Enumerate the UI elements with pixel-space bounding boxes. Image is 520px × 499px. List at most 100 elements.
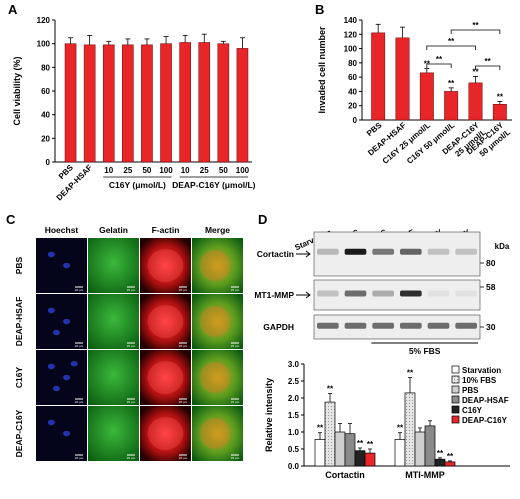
e-bar: [364, 452, 376, 467]
c-nucleus: [63, 262, 71, 269]
c-nucleus: [52, 385, 60, 392]
e-bar: [434, 458, 446, 467]
b-comparison-bracket: [426, 45, 476, 50]
a-bar: [64, 43, 77, 163]
c-scale-text: 20 μm: [127, 400, 136, 404]
c-micrograph: [36, 294, 87, 349]
a-bar: [102, 44, 115, 163]
d-band: [372, 322, 394, 329]
d-band-label: GAPDH: [263, 322, 294, 332]
a-y-axis-title: Cell viability (%): [12, 56, 22, 125]
b-y-tick-label: 40: [348, 87, 357, 96]
c-merge-cluster: [199, 362, 231, 393]
d-band-label: Cortactin: [257, 249, 294, 259]
a-x-tick-label: 10: [181, 166, 190, 175]
d-blot-strip: [313, 279, 481, 311]
c-nucleus: [63, 318, 71, 325]
e-y-tick-label: 0.0: [288, 462, 300, 471]
d-blot-strip: [313, 314, 481, 340]
b-significance: **: [497, 92, 504, 101]
e-bar: [334, 431, 346, 467]
d-fbs-label: 5% FBS: [409, 346, 441, 356]
b-comparison-bracket: [475, 65, 501, 70]
c-column-header: F-actin: [152, 225, 180, 235]
a-bar: [160, 43, 172, 163]
d-band-arrow-icon: [296, 250, 311, 258]
e-y-tick-label: 3.0: [288, 360, 300, 369]
e-bar: [354, 450, 366, 467]
c-actin-cluster: [147, 305, 184, 338]
e-y-tick-label: 0.5: [288, 445, 300, 454]
b-y-tick-label: 20: [348, 102, 357, 111]
a-y-tick-label: 60: [41, 87, 50, 96]
a-y-tick-label: 40: [41, 111, 50, 120]
a-y-tick-label: 120: [37, 16, 51, 25]
c-micrograph: [140, 238, 191, 293]
a-x-tick-label: 10: [104, 166, 113, 175]
e-x-tick-label: Cortactin: [325, 470, 365, 480]
e-legend-swatch: [451, 365, 460, 374]
d-mw-label: 80: [486, 258, 496, 268]
b-significance: **: [448, 79, 455, 88]
c-nucleus: [63, 430, 71, 437]
e-bar: [404, 392, 416, 467]
c-merge-cluster: [199, 418, 231, 449]
c-scale-text: 20 μm: [75, 400, 84, 404]
d-band: [400, 248, 422, 255]
e-bar: [394, 439, 406, 467]
c-column-header: Merge: [205, 225, 230, 235]
panel-c-letter: C: [6, 212, 16, 227]
c-micrograph: [88, 294, 139, 349]
a-x-tick-label: 25: [123, 166, 132, 175]
e-significance: **: [317, 424, 324, 433]
d-band: [344, 322, 367, 329]
e-legend-swatch: [451, 415, 460, 424]
e-legend-swatch: [451, 375, 460, 384]
b-comparison-stars: **: [485, 57, 492, 66]
e-legend-label: 10% FBS: [462, 376, 497, 385]
e-legend-label: DEAP-C16Y: [462, 416, 508, 425]
c-scale-text: 20 μm: [127, 344, 136, 348]
c-column-header: Hoechst: [45, 225, 79, 235]
a-group-label: C16Y (μmol/L): [109, 180, 166, 190]
b-bar: [419, 72, 434, 121]
c-micrograph: [88, 406, 139, 461]
e-significance: **: [437, 449, 444, 458]
b-comparison-stars: **: [436, 55, 443, 64]
c-row-label: DEAP-HSAF: [14, 297, 24, 347]
e-significance: **: [327, 385, 334, 394]
e-x-tick-label: MTI-MMP: [405, 470, 445, 480]
panel-e-chart: 0.0 0.5 1.0 1.5 2.0 2.5 3.0 Relative intensity *…: [264, 360, 510, 480]
c-scale-text: 20 μm: [179, 400, 188, 404]
e-y-tick-label: 2.5: [288, 377, 300, 386]
b-bar: [395, 37, 410, 121]
b-bar: [468, 82, 483, 121]
c-micrograph: [36, 238, 87, 293]
b-bar: [371, 32, 386, 121]
e-legend-swatch: [451, 395, 460, 404]
a-bar: [198, 42, 211, 163]
d-band-arrow-icon: [296, 291, 311, 299]
c-row-label: PBS: [14, 256, 24, 274]
panel-c-micrographs: Hoechst Gelatin F-actin Merge PBS 20 μm 20 μm 2…: [14, 225, 243, 461]
c-micrograph: [36, 350, 87, 405]
c-merge-cluster: [199, 306, 231, 337]
c-column-header: Gelatin: [99, 225, 128, 235]
e-y-tick-label: 1.0: [288, 428, 300, 437]
a-group-label: DEAP-C16Y (μmol/L): [172, 180, 256, 190]
a-y-tick-label: 0: [46, 158, 51, 167]
e-bar: [414, 431, 426, 467]
panel-b-letter: B: [315, 2, 324, 17]
b-y-axis-title: Invaded cell number: [317, 26, 327, 114]
c-micrograph: [36, 406, 87, 461]
d-band: [427, 290, 450, 297]
d-band: [455, 248, 477, 255]
c-nucleus: [52, 329, 60, 336]
b-y-tick-label: 80: [348, 59, 357, 68]
panel-d-letter: D: [258, 212, 267, 227]
d-band-label: MT1-MMP: [254, 290, 294, 300]
c-scale-text: 20 μm: [75, 344, 84, 348]
a-x-tick-label: 100: [236, 166, 250, 175]
